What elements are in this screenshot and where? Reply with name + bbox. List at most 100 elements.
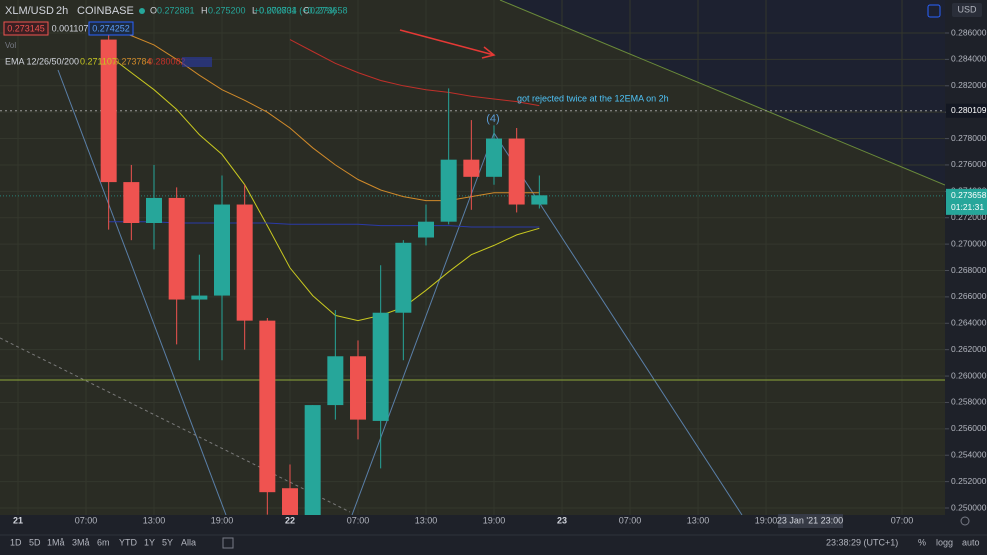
ema-legend-value: 0.271107 [80, 56, 117, 66]
status-dot [139, 8, 145, 14]
last-price-box [946, 188, 987, 215]
crosshair-box [778, 514, 843, 528]
currency-box[interactable] [952, 3, 982, 17]
ohlc-value: 0.272801 [259, 5, 297, 15]
ema-legend-swatch [182, 57, 212, 67]
range-button[interactable]: 5Y [162, 537, 173, 547]
y-tick-label: 0.268000 [951, 265, 987, 275]
y-tick-label: 0.270000 [951, 238, 987, 248]
ema-legend-value: 0.273784 [114, 56, 152, 66]
range-button[interactable]: 1D [10, 537, 22, 547]
bid: 0.273145 [7, 23, 45, 33]
x-tick-label: 19:00 [483, 515, 506, 525]
y-tick-label: 0.264000 [951, 318, 987, 328]
x-tick-label: 23 [557, 515, 567, 525]
trend-line [499, 0, 945, 186]
candle-body [508, 138, 525, 205]
candle-body [123, 182, 140, 224]
y-tick-label: 0.278000 [951, 133, 987, 143]
candle-body [191, 295, 208, 300]
range-button[interactable]: 3Må [72, 537, 90, 547]
candle-body [327, 356, 344, 406]
level-price-label: 0.280109 [951, 105, 987, 115]
ema-line [289, 39, 540, 107]
ohlc-key: L [252, 5, 257, 15]
range-button[interactable]: Alla [181, 537, 196, 547]
wave-label: (4) [486, 113, 499, 125]
y-tick-label: 0.286000 [951, 27, 987, 37]
log-toggle[interactable]: logg [936, 537, 953, 547]
y-tick-label: 0.252000 [951, 476, 987, 486]
y-tick-label: 0.262000 [951, 344, 987, 354]
candle-body [168, 197, 185, 300]
y-tick-label: 0.272000 [951, 212, 987, 222]
ask-box[interactable] [88, 21, 134, 36]
y-tick-label: 0.284000 [951, 54, 987, 64]
x-tick-label: 19:00 [211, 515, 234, 525]
ema-line [108, 27, 540, 202]
candle-body [486, 138, 503, 177]
x-tick-label: 07:00 [347, 515, 370, 525]
y-tick-label: 0.250000 [951, 502, 987, 512]
ohlc-key: C [303, 5, 310, 15]
spread: 0.001107 [52, 23, 89, 33]
y-tick-label: 0.254000 [951, 449, 987, 459]
candle-body [463, 159, 480, 177]
arrow [399, 29, 495, 56]
candle-body [146, 197, 163, 224]
x-tick-label: 19:00 [755, 515, 778, 525]
y-tick-label: 0.266000 [951, 291, 987, 301]
change: +0.000734 (+0.27%) [254, 5, 336, 15]
candle-body [395, 242, 412, 313]
candle-body [282, 488, 299, 515]
range-button[interactable]: 1Må [47, 537, 65, 547]
candle-body [304, 405, 321, 515]
bid-box[interactable] [3, 21, 49, 36]
candle-body [236, 204, 253, 321]
range-button[interactable]: 6m [97, 537, 110, 547]
x-tick-label: 07:00 [619, 515, 642, 525]
price-axis [945, 0, 987, 515]
trend-line [57, 69, 227, 515]
settings-icon[interactable] [927, 4, 941, 18]
ohlc-value: 0.272881 [157, 5, 195, 15]
candle-body [440, 159, 457, 222]
countdown: 01:21:31 [951, 202, 984, 212]
candle-body [418, 221, 435, 238]
x-tick-label: 13:00 [687, 515, 710, 525]
percent-toggle[interactable]: % [918, 537, 926, 547]
range-button[interactable]: YTD [119, 537, 138, 547]
last-price-label: 0.273658 [951, 190, 987, 200]
annotation: got rejected twice at the 12EMA on 2h [517, 93, 669, 103]
candle-body [100, 39, 117, 183]
trend-line [0, 337, 351, 513]
candle-body [214, 204, 231, 296]
clock: 23:38:29 (UTC+1) [826, 537, 898, 547]
x-tick-label: 13:00 [415, 515, 438, 525]
x-tick-label: 07:00 [75, 515, 98, 525]
ohlc-key: H [201, 5, 208, 15]
ohlc-value: 0.275200 [208, 5, 246, 15]
exchange: COINBASE [77, 5, 134, 17]
auto-toggle[interactable]: auto [962, 537, 980, 547]
ohlc-key: O [150, 5, 157, 15]
symbol: XLM/USD [5, 5, 54, 17]
candle-body [350, 356, 367, 420]
crosshair-label: 23 Jan '21 23:00 [777, 515, 843, 525]
calendar-icon[interactable] [222, 537, 234, 549]
x-tick-label: 22 [285, 515, 295, 525]
y-tick-label: 0.258000 [951, 397, 987, 407]
interval: 2h [56, 5, 68, 17]
y-tick-label: 0.276000 [951, 159, 987, 169]
range-button[interactable]: 5D [29, 537, 41, 547]
range-button[interactable]: 1Y [144, 537, 155, 547]
candle-body [531, 195, 548, 205]
candle-body [372, 312, 389, 421]
ema-line [108, 55, 540, 322]
y-tick-label: 0.260000 [951, 370, 987, 380]
indicator-legend: EMA 12/26/50/200 [5, 56, 79, 66]
x-tick-label: 07:00 [891, 515, 914, 525]
gear-icon[interactable] [960, 516, 970, 526]
ema-legend-value: 0.280082 [148, 56, 186, 66]
